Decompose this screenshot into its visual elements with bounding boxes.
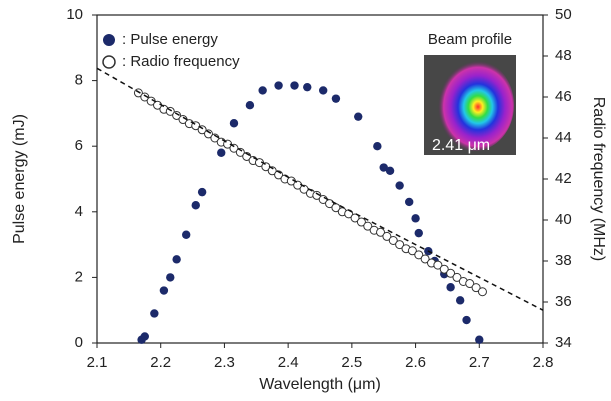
energy-point (456, 296, 464, 304)
y-tick-label: 6 (75, 137, 83, 154)
y-tick-label: 0 (75, 334, 83, 351)
energy-point (192, 201, 200, 209)
x-tick-label: 2.5 (341, 354, 362, 371)
legend-marker (103, 34, 115, 46)
y-axis-title: Pulse energy (mJ) (11, 114, 28, 244)
energy-point (160, 286, 168, 294)
y2-tick-label: 40 (555, 211, 572, 228)
y2-tick-label: 46 (555, 88, 572, 105)
energy-point (182, 231, 190, 239)
energy-point (475, 336, 483, 344)
y2-axis-title: Radio frequency (MHz) (590, 97, 607, 262)
energy-point (290, 81, 298, 89)
legend-label: : Pulse energy (122, 31, 218, 48)
energy-point (246, 101, 254, 109)
energy-point (415, 229, 423, 237)
energy-point (258, 86, 266, 94)
energy-point (319, 86, 327, 94)
energy-point (446, 283, 454, 291)
y-tick-label: 4 (75, 203, 83, 220)
x-tick-label: 2.3 (214, 354, 235, 371)
y-tick-label: 10 (66, 6, 83, 23)
y-tick-label: 8 (75, 72, 83, 89)
x-tick-label: 2.1 (87, 354, 108, 371)
energy-point (198, 188, 206, 196)
energy-point (411, 214, 419, 222)
y2-tick-label: 36 (555, 293, 572, 310)
x-tick-label: 2.7 (469, 354, 490, 371)
x-tick-label: 2.2 (150, 354, 171, 371)
energy-point (141, 332, 149, 340)
energy-point (405, 198, 413, 206)
x-tick-label: 2.6 (405, 354, 426, 371)
energy-point (166, 273, 174, 281)
inset-label: 2.41 μm (432, 137, 490, 154)
energy-point (395, 181, 403, 189)
x-tick-label: 2.4 (278, 354, 299, 371)
legend-marker (103, 56, 115, 68)
energy-point (354, 112, 362, 120)
y2-tick-label: 34 (555, 334, 572, 351)
y-tick-label: 2 (75, 268, 83, 285)
energy-point (274, 81, 282, 89)
y2-tick-label: 44 (555, 129, 572, 146)
inset-title: Beam profile (428, 31, 512, 48)
x-axis-title: Wavelength (μm) (259, 376, 381, 393)
energy-point (217, 149, 225, 157)
energy-point (172, 255, 180, 263)
energy-point (150, 309, 158, 317)
energy-point (462, 316, 470, 324)
legend-label: : Radio frequency (122, 53, 240, 70)
inset: Beam profile 2.41 μm (424, 31, 516, 155)
energy-point (230, 119, 238, 127)
y2-tick-label: 38 (555, 252, 572, 269)
x-tick-label: 2.8 (533, 354, 554, 371)
y2-tick-label: 50 (555, 6, 572, 23)
energy-point (373, 142, 381, 150)
page: {"chart_data": { "type": "scatter", "x_l… (0, 0, 611, 401)
y2-tick-label: 48 (555, 47, 572, 64)
energy-point (332, 94, 340, 102)
energy-point (303, 83, 311, 91)
y2-tick-label: 42 (555, 170, 572, 187)
chart: Beam profile 2.41 μm Wavelength (μm) Pul… (0, 0, 611, 401)
energy-point (386, 167, 394, 175)
rf-point (478, 288, 486, 296)
